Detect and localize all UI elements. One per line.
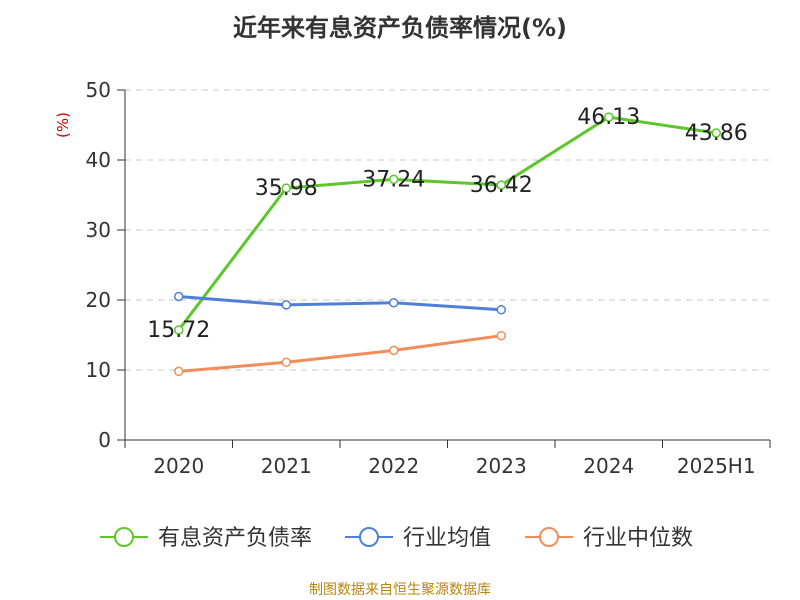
data-label: 36.42 xyxy=(470,173,533,198)
data-point xyxy=(389,174,399,185)
data-label: 15.72 xyxy=(147,318,210,343)
data-point xyxy=(711,128,721,138)
legend-label: 行业中位数 xyxy=(583,526,693,551)
series-line-1 xyxy=(177,115,717,331)
data-label: 37.24 xyxy=(362,167,425,192)
y-tick-label: 10 xyxy=(86,358,111,382)
data-point xyxy=(281,357,291,368)
data-label: 35.98 xyxy=(255,176,318,201)
data-point xyxy=(496,330,506,341)
y-axis-label: (%) xyxy=(54,112,72,138)
legend-label: 有息资产负债率 xyxy=(158,526,312,551)
legend-swatch-marker xyxy=(359,527,379,547)
y-tick-label: 40 xyxy=(86,148,111,172)
data-label: 46.13 xyxy=(577,105,640,130)
x-tick-label: 2022 xyxy=(368,454,419,478)
data-point xyxy=(389,298,399,308)
data-point xyxy=(174,291,184,302)
data-point xyxy=(281,300,291,310)
data-point xyxy=(174,325,184,335)
y-tick-label: 20 xyxy=(86,288,111,312)
data-label: 43.86 xyxy=(685,121,748,146)
data-point xyxy=(496,180,506,190)
x-tick-label: 2025H1 xyxy=(677,454,756,478)
y-tick-label: 0 xyxy=(98,428,111,452)
data-point xyxy=(281,183,291,193)
x-tick-label: 2020 xyxy=(153,454,204,478)
series-line-2 xyxy=(178,295,502,312)
data-point xyxy=(389,345,399,356)
data-point xyxy=(604,112,614,122)
legend-swatch-marker xyxy=(539,527,559,547)
legend-label: 行业均值 xyxy=(403,526,491,551)
x-tick-label: 2021 xyxy=(261,454,312,478)
y-tick-label: 30 xyxy=(86,218,111,242)
series-line-3 xyxy=(178,334,502,373)
chart-title: 近年来有息资产负债率情况(%) xyxy=(233,14,567,42)
x-tick-label: 2024 xyxy=(583,454,634,478)
legend-swatch-marker xyxy=(114,527,134,547)
y-tick-label: 50 xyxy=(86,78,111,102)
data-point xyxy=(496,305,506,315)
source-footer: 制图数据来自恒生聚源数据库 xyxy=(309,582,491,598)
x-tick-label: 2023 xyxy=(476,454,527,478)
data-point xyxy=(174,366,184,377)
